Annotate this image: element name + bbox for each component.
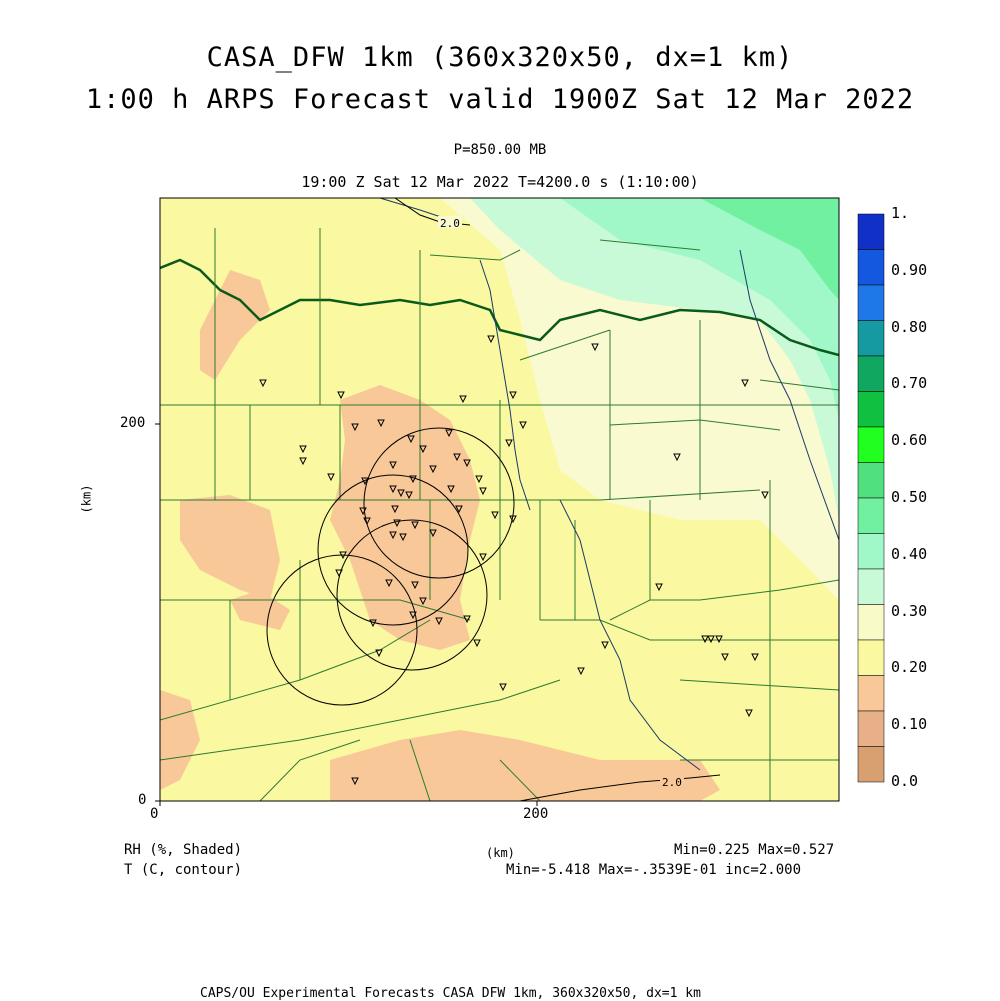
- colorbar-label: 0.90: [891, 260, 928, 279]
- colorbar-swatch: [857, 497, 885, 534]
- colorbar-label: 0.20: [891, 658, 928, 677]
- y-axis-label: (km): [79, 484, 94, 514]
- colorbar-label: 0.50: [891, 488, 928, 506]
- radar-range-rings: [266, 427, 515, 706]
- rh-orange-patch-nw: [200, 270, 270, 380]
- colorbar-label: 0.40: [891, 544, 928, 563]
- rh-orange-patch-south: [330, 730, 720, 801]
- title-line-2: 1:00 h ARPS Forecast valid 1900Z Sat 12 …: [85, 84, 915, 115]
- colorbar-swatch: [857, 249, 885, 286]
- colorbar-swatch: [857, 213, 885, 250]
- pressure-level: P=850.00 MB: [453, 142, 547, 158]
- footer-field-rh: RH (%, Shaded): [124, 842, 243, 858]
- t-stats: Min=-5.418 Max=-.3539E-01 inc=2.000: [506, 862, 802, 878]
- colorbar-swatch: [857, 639, 885, 676]
- x-axis-label: (km): [486, 846, 515, 860]
- state-boundary: [160, 258, 839, 357]
- colorbar: [857, 213, 885, 783]
- rh-orange-patch-sw: [160, 690, 200, 790]
- colorbar-swatch: [857, 710, 885, 747]
- axis-ticks: [155, 423, 538, 806]
- station-markers: [259, 335, 769, 786]
- rh-green-band: [560, 198, 839, 420]
- colorbar-label: 1.: [891, 204, 910, 222]
- colorbar-label: 0.0: [891, 772, 919, 790]
- contour-label-south: 2.0: [662, 776, 682, 789]
- county-boundaries: [160, 228, 839, 801]
- colorbar-label: 0.70: [891, 374, 928, 393]
- rh-green2-band: [700, 198, 839, 300]
- colorbar-swatch: [857, 568, 885, 605]
- colorbar-swatch: [857, 355, 885, 392]
- colorbar-swatch: [857, 746, 885, 783]
- y-tick-200: 200: [120, 415, 146, 431]
- colorbar-swatch: [857, 284, 885, 321]
- footer-field-t: T (C, contour): [124, 862, 243, 878]
- rh-orange-patch-central: [330, 385, 480, 650]
- colorbar-label: 0.30: [891, 601, 928, 620]
- rh-stats: Min=0.225 Max=0.527: [674, 842, 835, 858]
- y-tick-0: 0: [138, 792, 147, 808]
- colorbar-swatch: [857, 604, 885, 641]
- colorbar-swatch: [857, 675, 885, 712]
- colorbar-swatch: [857, 533, 885, 570]
- contour-label-north: 2.0: [440, 217, 460, 230]
- credits: CAPS/OU Experimental Forecasts CASA DFW …: [200, 986, 701, 1001]
- colorbar-label: 0.10: [891, 715, 928, 734]
- rh-orange-patch-west: [180, 495, 280, 600]
- colorbar-swatch: [857, 426, 885, 463]
- colorbar-swatch: [857, 320, 885, 357]
- colorbar-label: 0.80: [891, 317, 928, 336]
- colorbar-swatch: [857, 462, 885, 499]
- temperature-contour-south: [519, 774, 721, 801]
- valid-time: 19:00 Z Sat 12 Mar 2022 T=4200.0 s (1:10…: [301, 173, 699, 191]
- x-tick-0: 0: [150, 806, 159, 822]
- colorbar-label: 0.60: [891, 431, 928, 450]
- x-tick-200: 200: [523, 806, 549, 822]
- plot-frame: [159, 197, 840, 802]
- title-line-1: CASA_DFW 1km (360x320x50, dx=1 km): [206, 42, 794, 73]
- colorbar-swatch: [857, 391, 885, 428]
